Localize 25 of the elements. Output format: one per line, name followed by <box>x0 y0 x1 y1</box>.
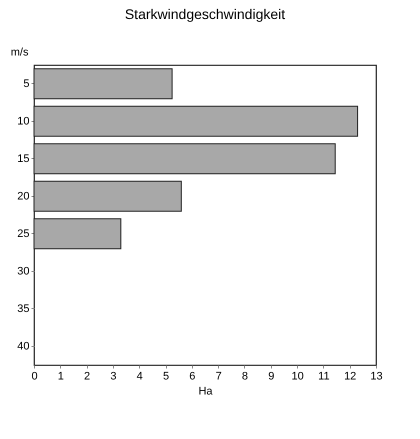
x-tick-label: 12 <box>344 370 356 382</box>
y-tick-label: 40 <box>17 340 30 352</box>
x-tick-label: 6 <box>189 370 196 382</box>
y-tick-label: 10 <box>17 115 30 128</box>
y-tick-label: 35 <box>17 302 30 315</box>
x-tick-label: 9 <box>268 370 274 382</box>
x-tick-label: 4 <box>136 370 143 382</box>
x-tick-label: 13 <box>370 370 383 382</box>
x-tick-label: 10 <box>291 370 304 382</box>
x-tick-label: 0 <box>31 370 38 382</box>
y-tick-label: 20 <box>17 190 30 202</box>
chart-title: Starkwindgeschwindigkeit <box>124 6 286 22</box>
y-tick-label: 30 <box>17 265 30 278</box>
y-tick-label: 5 <box>23 78 30 90</box>
y-tick-label: 25 <box>17 228 30 240</box>
x-tick-label: 1 <box>58 370 64 382</box>
x-tick-label: 11 <box>318 370 330 382</box>
x-tick-label: 8 <box>242 370 248 382</box>
x-tick-label: 3 <box>110 370 116 382</box>
y-axis-title: m/s <box>10 46 29 58</box>
y-tick-label: 15 <box>17 152 30 165</box>
x-axis-title: Ha <box>198 386 214 398</box>
x-tick-label: 7 <box>216 370 222 382</box>
x-tick-label: 5 <box>162 370 170 382</box>
x-tick-label: 2 <box>84 370 90 382</box>
